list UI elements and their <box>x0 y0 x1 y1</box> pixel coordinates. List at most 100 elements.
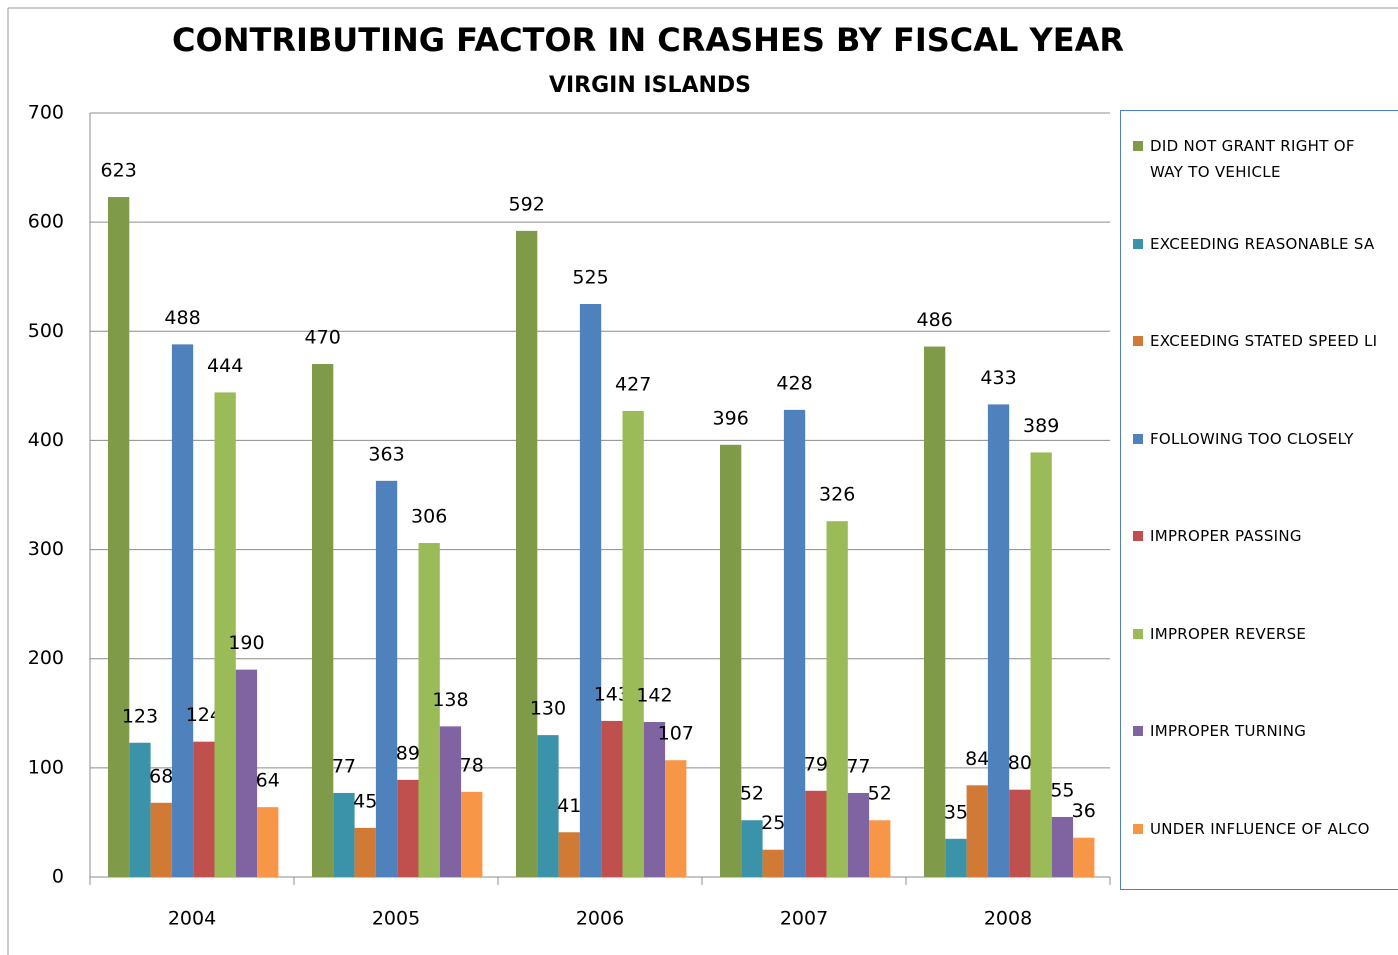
legend-label: IMPROPER REVERSE <box>1150 624 1307 643</box>
data-label: 623 <box>101 160 137 182</box>
x-tick-label: 2008 <box>984 908 1032 930</box>
legend-item: UNDER INFLUENCE OF ALCO <box>1133 816 1373 842</box>
data-label: 124 <box>186 704 222 726</box>
bar <box>193 741 215 877</box>
chart-subtitle: VIRGIN ISLANDS <box>549 73 751 98</box>
data-label: 77 <box>846 755 870 777</box>
legend-item: DID NOT GRANT RIGHT OF WAY TO VEHICLE <box>1133 133 1373 185</box>
bar <box>869 820 891 877</box>
bar <box>439 726 462 877</box>
bar <box>741 820 763 877</box>
legend-label: DID NOT GRANT RIGHT OF WAY TO VEHICLE <box>1150 137 1355 181</box>
data-label: 143 <box>594 683 630 705</box>
legend-item: IMPROPER TURNING <box>1133 718 1373 744</box>
data-label: 107 <box>658 723 694 745</box>
legend-item: IMPROPER PASSING <box>1133 523 1373 549</box>
bar <box>375 480 398 877</box>
legend-swatch <box>1133 823 1143 834</box>
legend-label: UNDER INFLUENCE OF ALCO <box>1150 819 1370 838</box>
bar <box>1051 816 1074 877</box>
legend-item: EXCEEDING REASONABLE SA <box>1133 231 1374 257</box>
bar <box>847 792 870 877</box>
bar <box>257 807 279 877</box>
data-label: 138 <box>432 689 468 711</box>
bar <box>665 760 687 877</box>
bar <box>235 669 258 877</box>
data-label: 525 <box>572 267 608 289</box>
bar <box>924 346 946 878</box>
data-label: 444 <box>207 355 243 377</box>
bar <box>171 344 194 878</box>
chart-title: CONTRIBUTING FACTOR IN CRASHES BY FISCAL… <box>172 21 1124 59</box>
data-label: 470 <box>305 327 341 349</box>
legend-item: FOLLOWING TOO CLOSELY <box>1133 426 1373 452</box>
data-label: 79 <box>804 753 828 775</box>
bar <box>108 197 130 878</box>
bar <box>397 779 419 877</box>
data-label: 25 <box>761 812 785 834</box>
bar <box>214 392 236 877</box>
bar <box>150 802 172 877</box>
bar <box>537 735 559 877</box>
legend-swatch <box>1133 238 1143 249</box>
legend: DID NOT GRANT RIGHT OF WAY TO VEHICLE EXC… <box>1120 110 1398 890</box>
bar <box>987 404 1010 877</box>
data-label: 84 <box>965 748 989 770</box>
data-label: 306 <box>411 506 447 528</box>
bar <box>312 364 334 877</box>
data-label: 55 <box>1050 779 1074 801</box>
bar <box>1009 789 1031 877</box>
bar <box>1030 452 1052 877</box>
data-label: 35 <box>944 801 968 823</box>
data-label: 142 <box>636 685 672 707</box>
data-label: 363 <box>368 443 404 465</box>
bar <box>418 543 440 877</box>
data-label: 396 <box>713 407 749 429</box>
bar <box>558 832 580 877</box>
bar <box>805 790 827 877</box>
data-label: 89 <box>396 742 420 764</box>
legend-label: IMPROPER PASSING <box>1150 527 1302 545</box>
data-label: 190 <box>228 632 264 654</box>
legend-swatch <box>1133 628 1143 639</box>
legend-label: EXCEEDING STATED SPEED LI <box>1150 332 1378 350</box>
data-label: 77 <box>332 755 356 777</box>
legend-swatch <box>1133 433 1143 444</box>
bar <box>622 410 644 877</box>
legend-label: IMPROPER TURNING <box>1150 722 1307 740</box>
y-tick-label: 100 <box>28 756 64 778</box>
data-label: 52 <box>868 783 892 805</box>
y-tick-label: 0 <box>52 866 64 888</box>
legend-item: EXCEEDING STATED SPEED LI <box>1133 328 1378 354</box>
legend-swatch <box>1133 531 1143 541</box>
data-label: 130 <box>530 698 566 720</box>
bar <box>945 838 967 877</box>
data-label: 389 <box>1023 415 1059 437</box>
data-label: 486 <box>917 309 953 331</box>
x-tick-label: 2006 <box>576 908 624 930</box>
data-label: 68 <box>149 765 173 787</box>
bar <box>783 409 806 877</box>
data-label: 41 <box>557 795 581 817</box>
data-label: 45 <box>353 790 377 812</box>
bar <box>601 720 623 877</box>
data-label: 433 <box>980 367 1016 389</box>
bar <box>579 304 602 877</box>
data-label: 592 <box>509 193 545 215</box>
data-label: 80 <box>1008 752 1032 774</box>
data-label: 123 <box>122 705 158 727</box>
y-tick-label: 300 <box>28 538 64 560</box>
bar <box>826 521 848 877</box>
data-label: 326 <box>819 484 855 506</box>
bar <box>1073 837 1095 877</box>
legend-item: IMPROPER REVERSE <box>1133 621 1373 647</box>
bar <box>354 827 376 877</box>
y-tick-label: 200 <box>28 647 64 669</box>
data-label: 36 <box>1072 800 1096 822</box>
data-label: 428 <box>776 372 812 394</box>
y-tick-label: 600 <box>28 211 64 233</box>
data-label: 488 <box>164 307 200 329</box>
data-label: 427 <box>615 373 651 395</box>
